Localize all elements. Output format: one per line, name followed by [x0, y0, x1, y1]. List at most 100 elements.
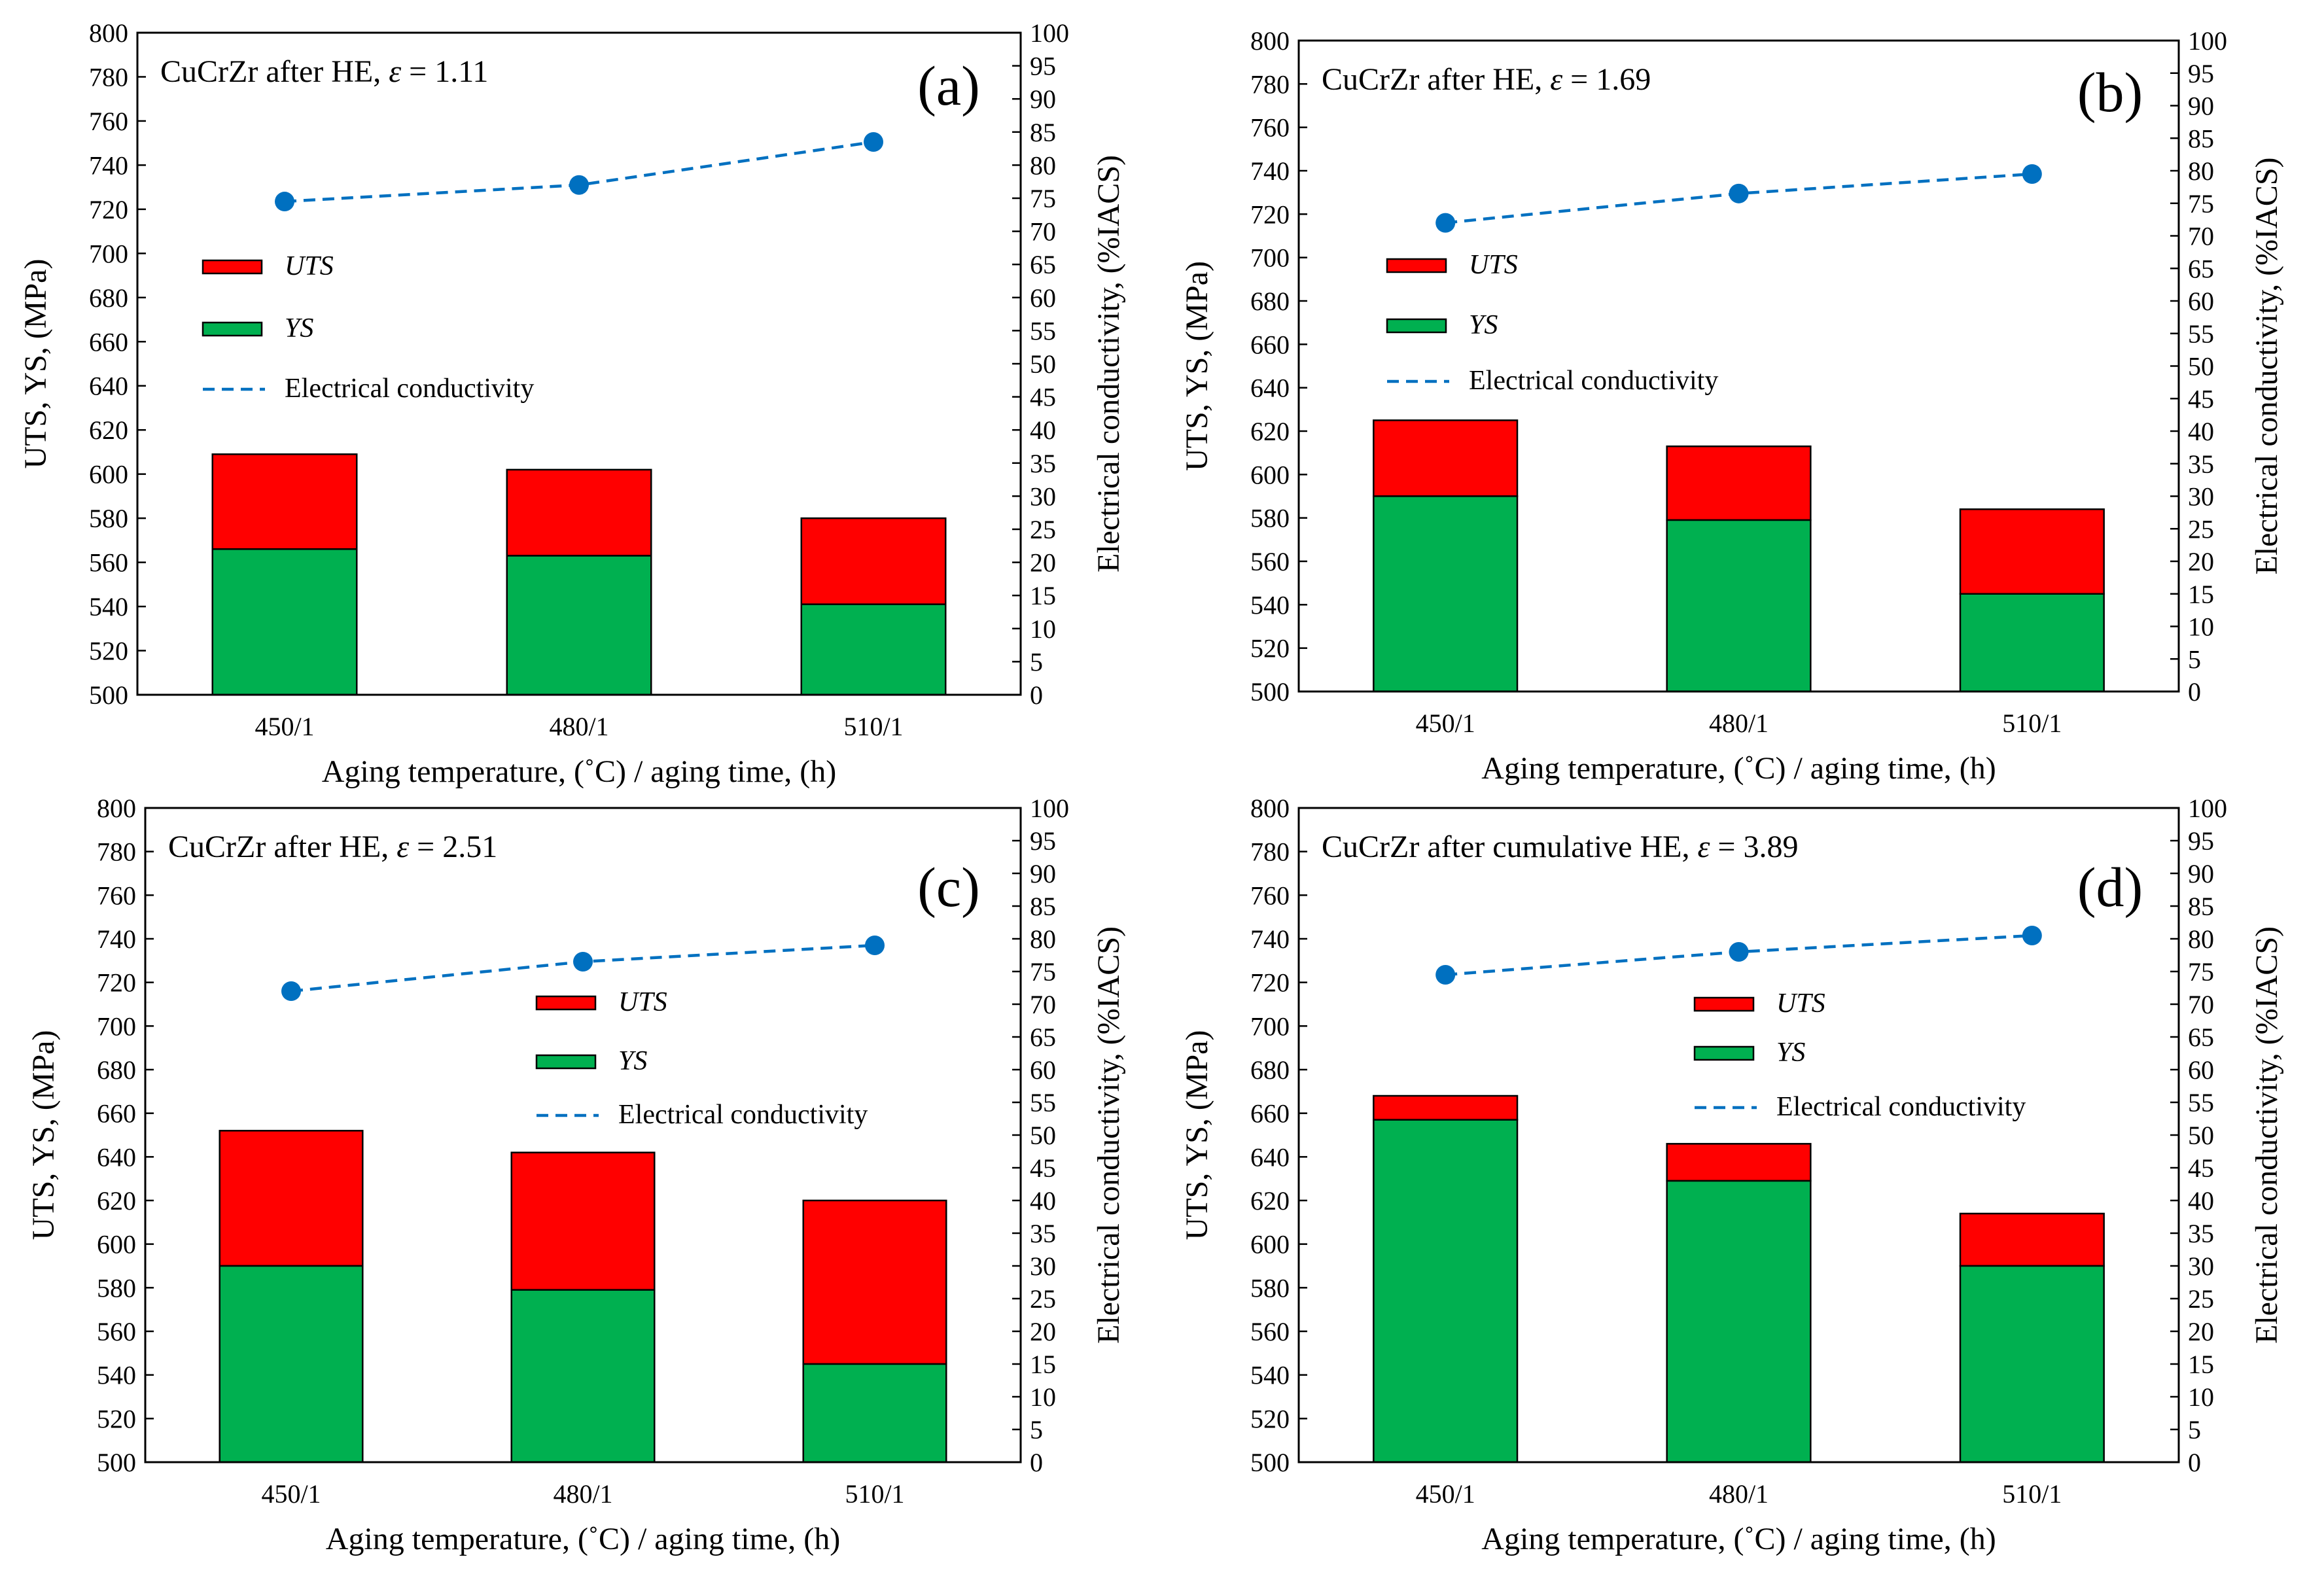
y2-tick-label: 85	[1030, 892, 1056, 921]
legend-ys-label: YS	[285, 313, 313, 343]
y2-tick-label: 60	[2188, 1055, 2214, 1085]
uts-bar	[211, 453, 358, 550]
y-tick-label: 500	[1250, 677, 1290, 707]
y-tick-label: 620	[97, 1186, 136, 1216]
y-tick-label: 740	[1250, 924, 1290, 954]
y-tick-label: 760	[97, 881, 136, 910]
legend-ys-label: YS	[1776, 1038, 1805, 1068]
chart-title-prefix: CuCrZr after cumulative HE,	[1322, 830, 1697, 864]
y-tick-label: 740	[89, 150, 128, 180]
y2-tick-label: 55	[2188, 1088, 2214, 1117]
y2-tick-label: 75	[2188, 957, 2214, 987]
y-axis-title: UTS, YS, (MPa)	[1180, 261, 1214, 471]
y2-tick-label: 0	[2188, 1448, 2201, 1477]
y-tick-label: 660	[1250, 1099, 1290, 1129]
y-tick-label: 620	[1250, 417, 1290, 446]
uts-bar	[1666, 1143, 1812, 1182]
y-tick-label: 760	[1250, 113, 1290, 143]
y2-tick-label: 65	[2188, 254, 2214, 283]
chart-title: CuCrZr after HE, ε = 2.51	[168, 830, 497, 864]
y2-tick-label: 90	[1030, 84, 1056, 114]
ys-bar	[506, 555, 652, 696]
y-tick-label: 720	[97, 968, 136, 998]
y2-tick-label: 45	[1030, 383, 1056, 412]
y2-tick-label: 40	[2188, 1186, 2214, 1216]
y2-tick-label: 45	[1030, 1153, 1056, 1183]
ys-bar	[1373, 1119, 1519, 1463]
conductivity-point	[569, 175, 589, 195]
ys-bar	[802, 1363, 947, 1463]
legend-uts-label: UTS	[285, 251, 334, 281]
y-tick-label: 640	[1250, 1142, 1290, 1172]
y2-tick-label: 85	[2188, 892, 2214, 921]
ys-bar	[1373, 495, 1519, 693]
conductivity-point	[275, 192, 294, 212]
y-tick-label: 640	[1250, 374, 1290, 403]
y-tick-label: 760	[1250, 881, 1290, 910]
x-tick-label: 480/1	[549, 712, 608, 741]
y-tick-label: 720	[1250, 200, 1290, 229]
y-tick-label: 520	[1250, 634, 1290, 663]
y-tick-label: 700	[97, 1011, 136, 1041]
y2-tick-label: 20	[1030, 1317, 1056, 1346]
y2-tick-label: 0	[2188, 677, 2201, 707]
x-tick-label: 450/1	[261, 1479, 321, 1509]
conductivity-point	[1435, 213, 1456, 233]
y-tick-label: 500	[1250, 1448, 1290, 1477]
y-tick-label: 680	[89, 283, 128, 313]
y2-tick-label: 0	[1030, 680, 1043, 710]
legend-uts-label: UTS	[1776, 989, 1825, 1019]
conductivity-point	[573, 952, 593, 972]
y2-axis-title: Electrical conductivity, (%IACS)	[2249, 157, 2284, 574]
y2-tick-label: 45	[2188, 384, 2214, 413]
y2-tick-label: 55	[1030, 1088, 1056, 1117]
x-axis-title: Aging temperature, (˚C) / aging time, (h…	[1481, 751, 1996, 786]
y2-tick-label: 95	[1030, 826, 1056, 856]
y2-tick-label: 85	[2188, 124, 2214, 153]
y2-axis-title: Electrical conductivity, (%IACS)	[2249, 926, 2284, 1344]
y2-tick-label: 10	[1030, 614, 1056, 644]
uts-bar	[1373, 1094, 1519, 1121]
y2-tick-label: 75	[1030, 184, 1056, 213]
chart-panel-c: 5005205405605806006206406606807007207407…	[26, 794, 1126, 1556]
conductivity-point	[281, 981, 301, 1001]
y2-tick-label: 25	[2188, 514, 2214, 544]
y-tick-label: 740	[1250, 156, 1290, 186]
y-tick-label: 580	[89, 504, 128, 533]
ys-bar	[1959, 593, 2105, 693]
y2-axis-title: Electrical conductivity, (%IACS)	[1091, 155, 1126, 572]
legend-ys-swatch	[535, 1054, 597, 1070]
legend-uts-label: UTS	[618, 987, 667, 1017]
y2-tick-label: 95	[2188, 826, 2214, 856]
y2-tick-label: 100	[2188, 794, 2227, 823]
legend-ys-swatch	[1386, 318, 1447, 334]
x-axis-title: Aging temperature, (˚C) / aging time, (h…	[326, 1522, 840, 1556]
y-tick-label: 620	[1250, 1186, 1290, 1216]
uts-bar	[219, 1130, 364, 1267]
y-tick-label: 540	[1250, 590, 1290, 620]
y2-tick-label: 80	[2188, 156, 2214, 186]
y-tick-label: 680	[1250, 1055, 1290, 1085]
ys-bar	[219, 1265, 364, 1463]
conductivity-point	[1729, 942, 1749, 962]
y-tick-label: 700	[1250, 1011, 1290, 1041]
y2-tick-label: 35	[2188, 449, 2214, 479]
chart-title-prefix: CuCrZr after HE,	[160, 54, 389, 89]
y-tick-label: 620	[89, 415, 128, 445]
y2-tick-label: 5	[1030, 647, 1043, 676]
y2-tick-label: 95	[2188, 59, 2214, 88]
y-tick-label: 640	[97, 1142, 136, 1172]
y-tick-label: 520	[1250, 1404, 1290, 1433]
y-tick-label: 780	[97, 837, 136, 867]
conductivity-point	[2022, 926, 2042, 945]
ys-bar	[1959, 1265, 2105, 1463]
uts-bar	[506, 468, 652, 557]
conductivity-point	[2022, 164, 2042, 184]
y2-tick-label: 15	[2188, 580, 2214, 609]
conductivity-point	[864, 131, 883, 152]
x-tick-label: 480/1	[1709, 1479, 1769, 1509]
y2-tick-label: 100	[1030, 794, 1069, 823]
uts-bar	[802, 1199, 947, 1365]
x-tick-label: 450/1	[1416, 1479, 1475, 1509]
y2-tick-label: 30	[1030, 482, 1056, 511]
